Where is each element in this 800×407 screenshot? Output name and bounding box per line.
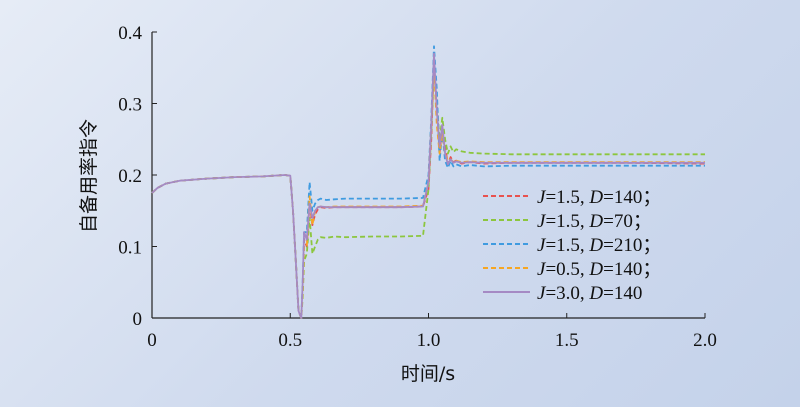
y-tick-label: 0.4 bbox=[118, 23, 142, 44]
y-tick-label: 0 bbox=[133, 309, 143, 330]
y-tick-label: 0.3 bbox=[118, 95, 142, 116]
x-tick-label: 1.0 bbox=[417, 330, 441, 351]
y-tick-label: 0.1 bbox=[118, 238, 142, 259]
legend-label-3: J=1.5, D=210； bbox=[537, 235, 661, 256]
x-tick-label: 0.5 bbox=[278, 330, 302, 351]
legend-label-2: J=1.5, D=70； bbox=[537, 211, 652, 232]
series-layer bbox=[151, 45, 706, 319]
legend: J=1.5, D=140； J=1.5, D=70； J=1.5, D=210； J=… bbox=[483, 187, 661, 304]
legend-label-1: J=1.5, D=140； bbox=[537, 187, 661, 208]
series-line-5 bbox=[151, 52, 705, 319]
x-tick-label: 1.5 bbox=[555, 330, 579, 351]
x-tick-label: 0 bbox=[147, 330, 157, 351]
y-tick-label: 0.2 bbox=[118, 166, 142, 187]
legend-label-5: J=3.0, D=140 bbox=[537, 283, 642, 304]
legend-label-4: J=0.5, D=140； bbox=[537, 259, 661, 280]
x-axis-title: 时间/s bbox=[401, 363, 455, 385]
x-tick-label: 2.0 bbox=[693, 330, 717, 351]
axes-layer: 0 0.5 1.0 1.5 2.0 0 0.1 0.2 0.3 0.4 bbox=[118, 23, 717, 351]
y-axis-title: 自备用率指令 bbox=[78, 119, 100, 233]
